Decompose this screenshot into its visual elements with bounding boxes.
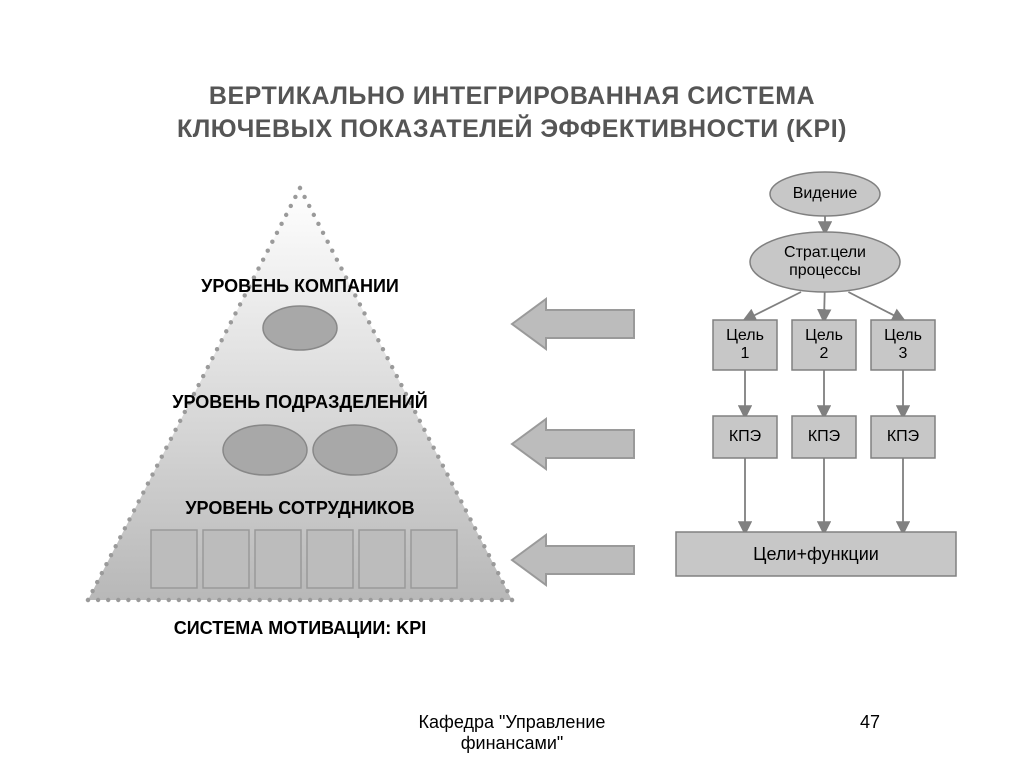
footer-dept: Кафедра "Управление финансами" [312, 712, 712, 754]
diagram-canvas [0, 0, 1024, 767]
level3-label: УРОВЕНЬ СОТРУДНИКОВ [88, 498, 512, 519]
level1-label: УРОВЕНЬ КОМПАНИИ [88, 276, 512, 297]
flow-node-label: Цели+функции [676, 532, 956, 576]
flow-node-label: КПЭ [871, 416, 935, 458]
flow-node-label: Цель1 [713, 320, 777, 370]
flow-node-label: Видение [770, 172, 880, 216]
level2-label: УРОВЕНЬ ПОДРАЗДЕЛЕНИЙ [88, 392, 512, 413]
flow-node-label: Цель2 [792, 320, 856, 370]
footer-line2: финансами" [312, 733, 712, 754]
flow-node-label: Цель3 [871, 320, 935, 370]
pyramid-caption: СИСТЕМА МОТИВАЦИИ: KPI [88, 618, 512, 639]
footer-line1: Кафедра "Управление [312, 712, 712, 733]
block-arrows [512, 299, 634, 585]
page-number: 47 [820, 712, 880, 733]
flow-node-label: КПЭ [713, 416, 777, 458]
flow-node-label: КПЭ [792, 416, 856, 458]
flow-node-label: Страт.целипроцессы [750, 232, 900, 292]
